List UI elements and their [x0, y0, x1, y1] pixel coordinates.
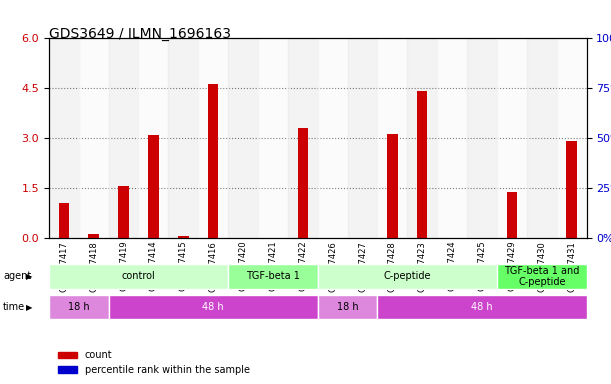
Bar: [198, 38, 228, 238]
Bar: [387, 134, 398, 238]
Bar: [408, 38, 437, 238]
Bar: [288, 38, 318, 238]
Bar: [59, 203, 69, 238]
Text: TGF-beta 1: TGF-beta 1: [246, 271, 300, 281]
Bar: [109, 38, 139, 238]
FancyBboxPatch shape: [49, 295, 109, 319]
Bar: [417, 91, 428, 238]
FancyBboxPatch shape: [318, 264, 497, 289]
Text: agent: agent: [3, 271, 31, 281]
Bar: [318, 38, 348, 238]
FancyBboxPatch shape: [49, 264, 228, 289]
Legend: count, percentile rank within the sample: count, percentile rank within the sample: [54, 346, 254, 379]
FancyBboxPatch shape: [378, 295, 587, 319]
Bar: [437, 38, 467, 238]
Bar: [497, 38, 527, 238]
Bar: [169, 38, 198, 238]
Bar: [89, 234, 99, 238]
Bar: [557, 38, 587, 238]
Text: TGF-beta 1 and
C-peptide: TGF-beta 1 and C-peptide: [504, 266, 579, 287]
Bar: [507, 192, 517, 238]
FancyBboxPatch shape: [497, 264, 587, 289]
Text: GDS3649 / ILMN_1696163: GDS3649 / ILMN_1696163: [49, 27, 231, 41]
FancyBboxPatch shape: [228, 264, 318, 289]
FancyBboxPatch shape: [109, 295, 318, 319]
Text: ▶: ▶: [26, 272, 33, 281]
Text: ▶: ▶: [26, 303, 33, 312]
Text: 18 h: 18 h: [68, 302, 90, 312]
Bar: [258, 38, 288, 238]
Bar: [378, 38, 408, 238]
Text: 48 h: 48 h: [202, 302, 224, 312]
Bar: [178, 237, 189, 238]
Bar: [467, 38, 497, 238]
FancyBboxPatch shape: [318, 295, 378, 319]
Bar: [348, 38, 378, 238]
Bar: [49, 38, 79, 238]
Bar: [119, 187, 129, 238]
Text: 18 h: 18 h: [337, 302, 359, 312]
Bar: [527, 38, 557, 238]
Text: C-peptide: C-peptide: [384, 271, 431, 281]
Bar: [79, 38, 109, 238]
Text: time: time: [3, 302, 25, 312]
Bar: [566, 141, 577, 238]
Text: 48 h: 48 h: [471, 302, 493, 312]
Bar: [139, 38, 169, 238]
Text: control: control: [122, 271, 155, 281]
Bar: [148, 135, 159, 238]
Bar: [228, 38, 258, 238]
Bar: [208, 84, 218, 238]
Bar: [298, 127, 308, 238]
